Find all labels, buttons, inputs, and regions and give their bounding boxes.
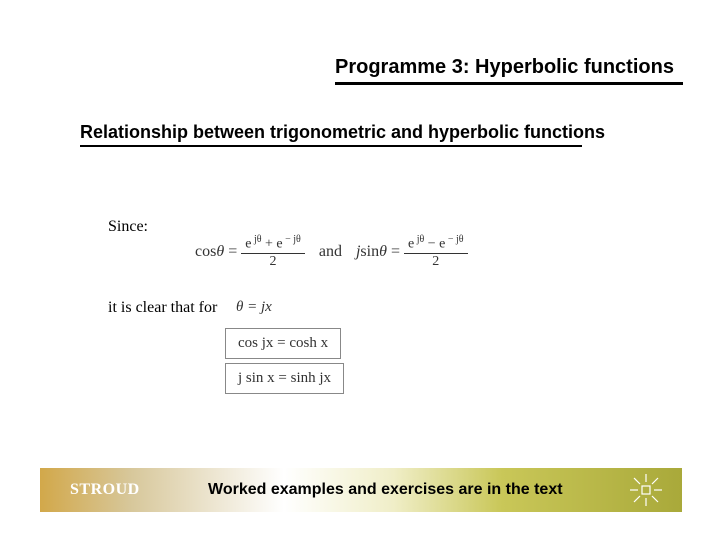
programme-title: Programme 3: Hyperbolic functions [335, 56, 674, 79]
section-heading-underline [80, 145, 582, 147]
eq-cos-numerator: e jθ + e − jθ [241, 234, 305, 254]
eq-sin-fn: sin [360, 243, 379, 261]
eq-sin-eq: = [391, 243, 400, 261]
programme-title-underline [335, 82, 683, 85]
eq-sin-fraction: e jθ − e − jθ 2 [404, 234, 468, 270]
identity-box-cos: cos jx = cosh x [225, 328, 341, 359]
eq-sin-theta: θ [379, 243, 387, 261]
footer-author: STROUD [70, 481, 140, 499]
slide: Programme 3: Hyperbolic functions Relati… [0, 0, 720, 540]
eq-cos-fraction: e jθ + e − jθ 2 [241, 234, 305, 270]
eq-sin-numerator: e jθ − e − jθ [404, 234, 468, 254]
eq-cos-denominator: 2 [241, 254, 305, 270]
theta-substitution: θ = jx [236, 299, 272, 316]
identity-box-sin: j sin x = sinh jx [225, 363, 344, 394]
since-label: Since: [108, 218, 148, 236]
eq-sin-denominator: 2 [404, 254, 468, 270]
eq-and: and [319, 243, 342, 261]
sun-icon [628, 472, 664, 508]
eq-cos-eq: = [228, 243, 237, 261]
equation-line: cosθ = e jθ + e − jθ 2 and jsinθ = e jθ … [195, 234, 468, 270]
footer-bar: STROUD Worked examples and exercises are… [40, 468, 682, 512]
footer-note: Worked examples and exercises are in the… [208, 481, 563, 499]
eq-cos-theta: θ [216, 243, 224, 261]
clear-label: it is clear that for [108, 299, 217, 317]
eq-cos-fn: cos [195, 243, 216, 261]
section-heading: Relationship between trigonometric and h… [80, 122, 605, 143]
